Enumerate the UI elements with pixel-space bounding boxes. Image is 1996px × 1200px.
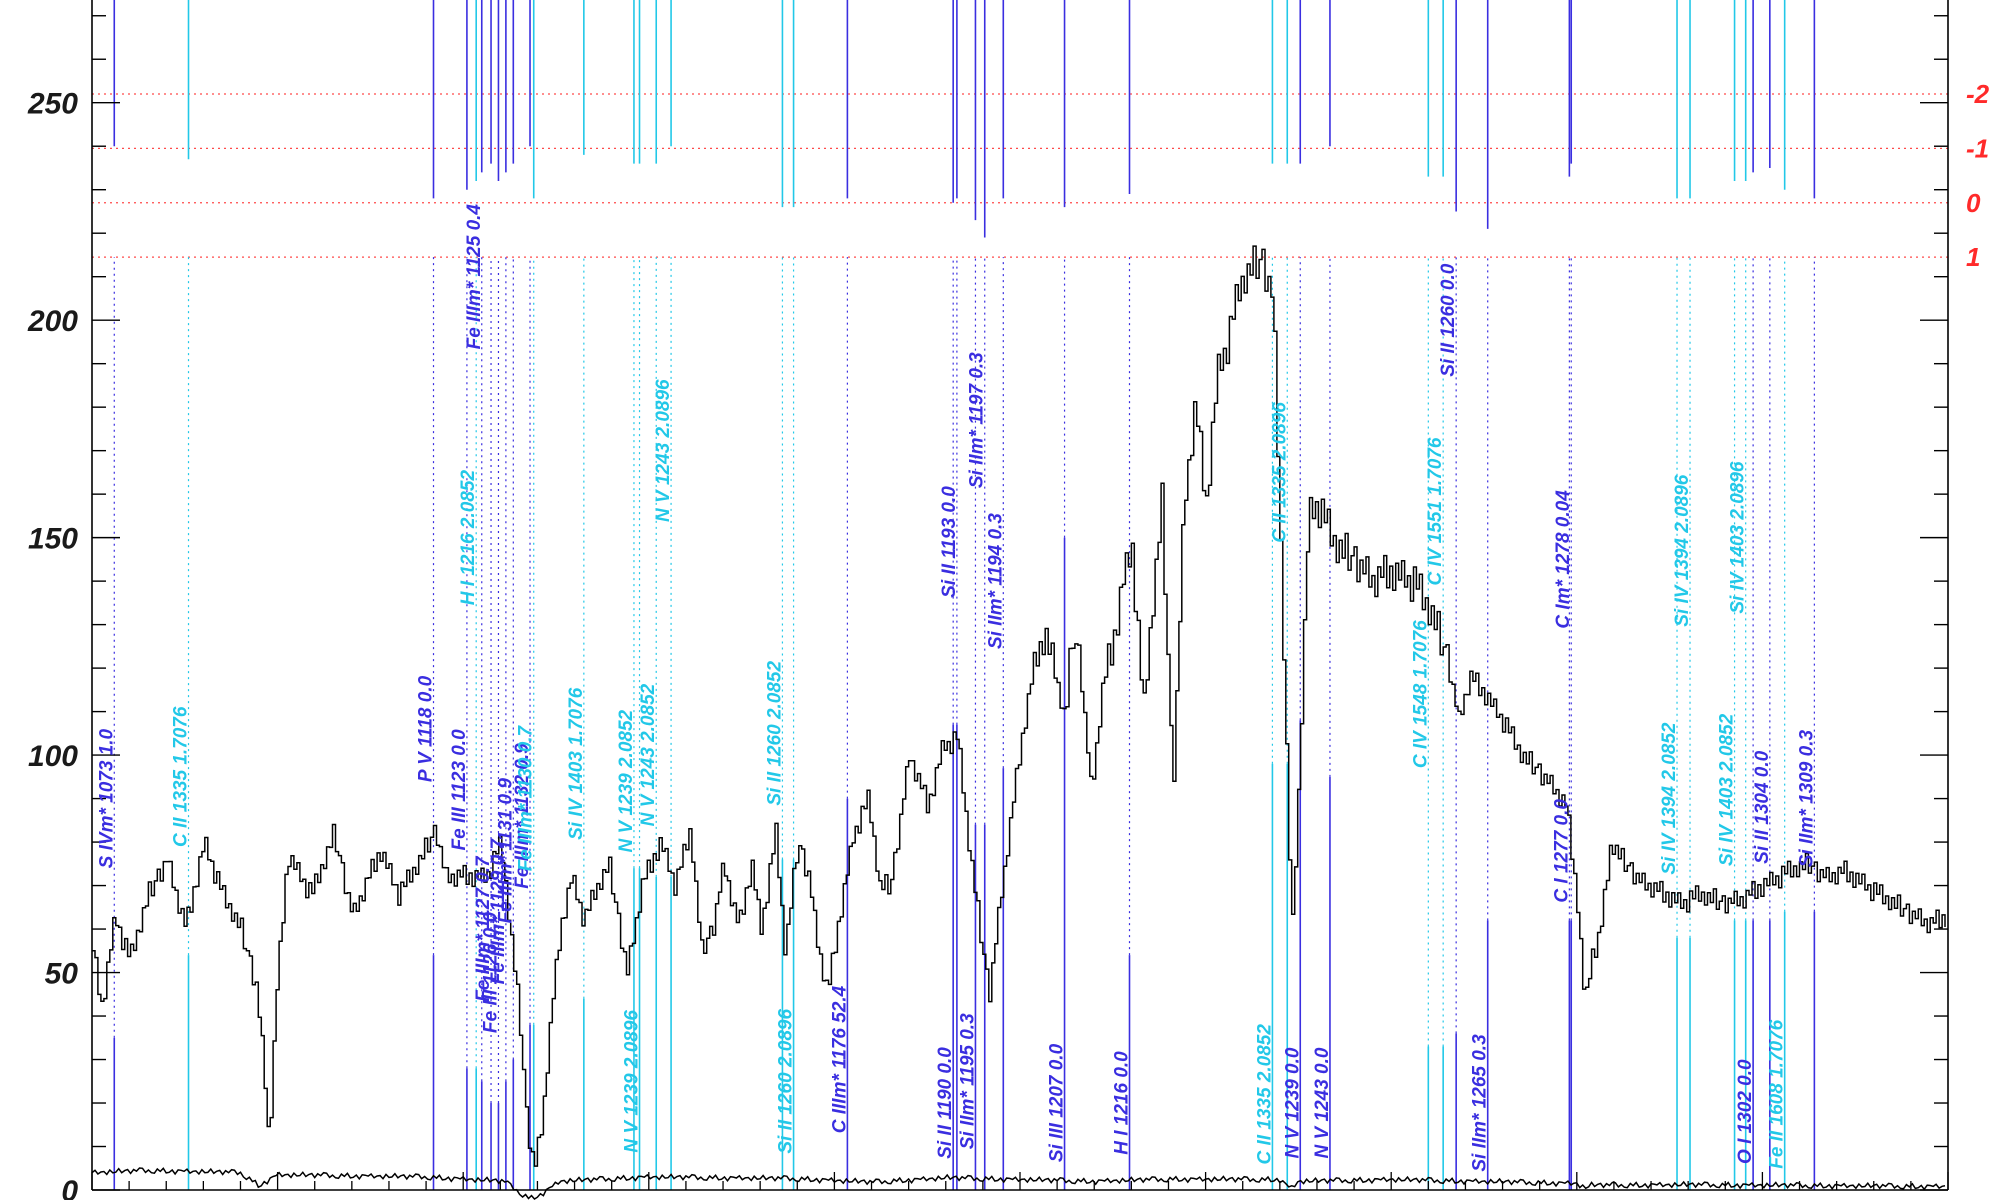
line-id-label: Si IV 1403 2.0852: [1717, 713, 1738, 866]
line-id-label: P V 1118 0.0: [416, 675, 437, 782]
line-id-label: Si IIm* 1309 0.3: [1796, 730, 1817, 868]
line-id-label: C II 1335 1.7076: [171, 706, 192, 847]
line-id-label: C IIIm* 1176 52.4: [829, 985, 850, 1133]
y-tick-label: 0: [61, 1175, 78, 1200]
line-id-label: N V 1239 2.0852: [616, 709, 637, 852]
line-id-label: N V 1243 0.0: [1312, 1047, 1333, 1158]
y-tick-label: 200: [27, 305, 78, 338]
velocity-guide-lines: [92, 93, 1948, 258]
line-id-label: C I 1277 0.0: [1551, 799, 1572, 903]
line-id-label: Si II 1260 2.0852: [764, 661, 785, 806]
data-series: [91, 245, 1946, 1200]
line-id-label: Fe III 1123 0.0: [449, 729, 470, 851]
line-id-label: Si II 1304 0.0: [1752, 750, 1773, 863]
right-tick-label: 0: [1966, 188, 1981, 218]
line-id-label: N V 1239 0.0: [1282, 1047, 1303, 1158]
line-id-label: Fe IIIm* 1131 0.9: [495, 778, 516, 924]
line-id-label: Si IV 1403 2.0896: [1728, 461, 1749, 614]
line-id-label: C II 1335 2.0852: [1254, 1024, 1275, 1165]
line-id-label: Fe IIIm* 1130 0.7: [516, 724, 537, 871]
line-id-label: S IVm* 1073 1.0: [96, 728, 117, 868]
line-id-label: Si IV 1403 1.7076: [566, 687, 587, 840]
line-id-label: H I 1216 2.0852: [458, 470, 479, 606]
line-id-label: Si IV 1394 2.0852: [1659, 722, 1680, 875]
line-id-label: Fe IIIm* 1129 0.7: [488, 838, 509, 985]
line-id-label: O I 1302 0.0: [1735, 1059, 1756, 1164]
line-id-label: Fe IIIm* 1125 0.4: [464, 204, 485, 350]
line-id-label: Si IIm* 1197 0.3: [967, 352, 988, 488]
line-id-label: N V 1243 2.0852: [638, 683, 659, 826]
line-id-label: Fe III 1126 0.0: [481, 912, 502, 1034]
line-id-label: Si II 1190 0.0: [935, 1047, 956, 1159]
line-id-label: Si III 1207 0.0: [1047, 1043, 1068, 1162]
y-tick-label: 100: [28, 740, 78, 773]
right-tick-label: 1: [1966, 242, 1980, 272]
y-tick-label: 250: [27, 88, 78, 121]
line-id-label: Fe IIIm* 1127 0.7: [473, 855, 494, 1002]
line-id-label: Fe II 1608 1.7076: [1767, 1019, 1788, 1168]
line-id-label: N V 1243 2.0896: [653, 379, 674, 522]
line-id-label: C Im* 1278 0.04: [1553, 490, 1574, 629]
line-id-label: Si IIm* 1195 0.3: [958, 1013, 979, 1149]
flux-series-line: [92, 245, 1946, 1167]
line-id-label: C II 1335 2.0896: [1269, 402, 1290, 543]
line-id-label: Fe IIIm* 1132 0.9: [512, 743, 533, 889]
line-identification-markers: [113, 0, 1816, 1190]
line-id-label: C IV 1551 1.7076: [1425, 437, 1446, 585]
line-id-label: C IV 1548 1.7076: [1410, 620, 1431, 768]
line-identification-labels: S IVm* 1073 1.0 C II 1335 1.7076 P V 1118 …: [96, 204, 1817, 1172]
line-id-label: Si IIm* 1194 0.3: [985, 513, 1006, 649]
line-id-label: Si IV 1394 2.0896: [1672, 474, 1693, 627]
line-id-label: Si II 1260 0.0: [1438, 263, 1459, 376]
axes: -2 -1 0 1 0 50 100 150 200 250: [27, 0, 1990, 1200]
line-id-label: H I 1216 0.0: [1112, 1051, 1133, 1155]
line-id-label: Si II 1260 2.0896: [776, 1009, 797, 1154]
line-id-label: N V 1239 2.0896: [622, 1010, 643, 1153]
error-series-line: [91, 1167, 1946, 1200]
right-tick-label: -1: [1966, 133, 1989, 163]
line-id-label: Si IIm* 1265 0.3: [1470, 1034, 1491, 1172]
line-id-label: Si II 1193 0.0: [939, 486, 960, 598]
y-tick-label: 150: [28, 523, 78, 556]
right-tick-label: -2: [1966, 79, 1990, 109]
y-tick-label: 50: [45, 958, 79, 991]
